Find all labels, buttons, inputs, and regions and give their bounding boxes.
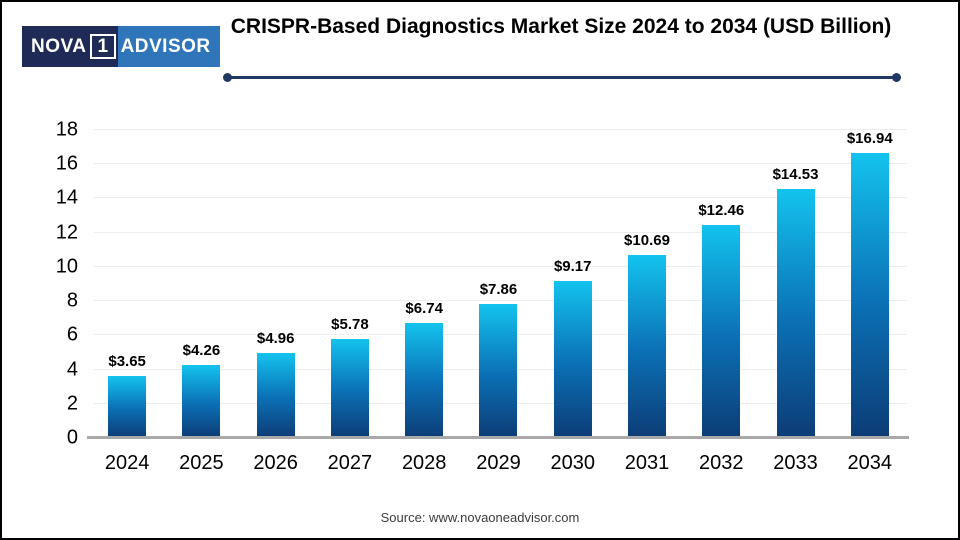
title-divider-line bbox=[223, 73, 901, 82]
bar-group-2024: $3.65 bbox=[90, 130, 164, 438]
logo-one-box: 1 bbox=[90, 34, 116, 59]
bar-group-2026: $4.96 bbox=[239, 130, 313, 438]
bar-2026 bbox=[256, 353, 295, 438]
bar-2032 bbox=[702, 224, 741, 438]
gridline bbox=[94, 265, 907, 267]
y-tick-label: 14 bbox=[55, 186, 78, 209]
bars-row: $3.65 $4.26 $4.96 $5.78 $6.74 $7.86 $9.17 $10.6… bbox=[90, 130, 907, 438]
bar-2027 bbox=[330, 339, 369, 438]
bar-2033 bbox=[776, 189, 815, 438]
bar-value-label: $12.46 bbox=[698, 201, 745, 219]
bar-2030 bbox=[553, 281, 592, 438]
y-tick-label: 16 bbox=[55, 152, 78, 175]
x-tick-label: 2025 bbox=[179, 452, 224, 474]
y-tick-label: 18 bbox=[55, 118, 78, 141]
bar-value-label: $5.78 bbox=[331, 316, 369, 334]
y-tick-label: 10 bbox=[55, 255, 78, 278]
x-tick-label: 2033 bbox=[773, 452, 818, 474]
bar-value-label: $9.17 bbox=[553, 258, 592, 276]
logo-text-nova: NOVA bbox=[31, 36, 87, 57]
bar-group-2025: $4.26 bbox=[164, 130, 238, 438]
bar-group-2033: $14.53 bbox=[758, 130, 832, 438]
y-tick-label: 12 bbox=[55, 221, 78, 244]
x-tick-label: 2024 bbox=[104, 452, 150, 474]
bar-value-label: $4.96 bbox=[256, 330, 295, 348]
bar-group-2034: $16.94 bbox=[833, 130, 907, 438]
logo-segment-advisor: ADVISOR bbox=[117, 26, 220, 67]
bar-value-label: $6.74 bbox=[405, 299, 443, 317]
bar-value-label: $10.69 bbox=[624, 232, 670, 250]
bar-group-2029: $7.86 bbox=[461, 130, 535, 438]
x-tick-label: 2030 bbox=[550, 452, 595, 474]
x-tick-label: 2032 bbox=[699, 452, 744, 474]
y-tick-label: 0 bbox=[66, 426, 78, 449]
y-axis-labels: 0 2 4 6 8 10 12 14 16 18 bbox=[26, 119, 78, 449]
x-tick-label: 2027 bbox=[327, 452, 373, 474]
bar-2028 bbox=[405, 322, 444, 438]
bar-group-2031: $10.69 bbox=[610, 130, 684, 438]
bar-value-label: $14.53 bbox=[772, 166, 819, 184]
bar-group-2030: $9.17 bbox=[536, 130, 610, 438]
logo-segment-nova: NOVA 1 bbox=[22, 26, 118, 67]
x-tick-label: 2028 bbox=[401, 452, 447, 474]
bar-value-label: $16.94 bbox=[846, 130, 893, 147]
bar-2029 bbox=[479, 303, 518, 438]
bar-group-2028: $6.74 bbox=[387, 130, 461, 438]
bar-value-label: $3.65 bbox=[108, 352, 146, 370]
plot-area: $3.65 $4.26 $4.96 $5.78 $6.74 $7.86 $9.17 $10.6… bbox=[87, 129, 909, 439]
bar-group-2032: $12.46 bbox=[684, 130, 758, 438]
logo-text-one: 1 bbox=[97, 36, 109, 57]
bar-2025 bbox=[182, 365, 221, 438]
source-note: Source: www.novaoneadvisor.com bbox=[380, 510, 580, 525]
y-tick-label: 4 bbox=[66, 358, 78, 381]
bar-2024 bbox=[108, 375, 147, 438]
nova-one-advisor-logo: NOVA 1 ADVISOR bbox=[22, 26, 220, 67]
x-tick-label: 2026 bbox=[253, 452, 298, 474]
y-tick-label: 6 bbox=[66, 323, 78, 346]
gridline bbox=[94, 231, 907, 233]
gridline bbox=[94, 300, 907, 302]
x-axis-labels: 2024 2025 2026 2027 2028 2029 2030 2031 2032 2033… bbox=[90, 452, 907, 475]
y-tick-label: 2 bbox=[66, 392, 78, 415]
y-tick-label: 8 bbox=[66, 289, 78, 312]
bar-value-label: $7.86 bbox=[479, 280, 518, 298]
chart-title: CRISPR-Based Diagnostics Market Size 202… bbox=[230, 15, 892, 38]
gridline bbox=[94, 197, 907, 199]
x-tick-label: 2031 bbox=[624, 452, 670, 474]
x-tick-label: 2029 bbox=[476, 452, 521, 474]
bar-group-2027: $5.78 bbox=[313, 130, 387, 438]
x-tick-label: 2034 bbox=[847, 452, 893, 474]
bar-2031 bbox=[627, 255, 666, 438]
bar-value-label: $4.26 bbox=[182, 342, 221, 360]
logo-text-advisor: ADVISOR bbox=[120, 36, 211, 57]
bar-2034 bbox=[850, 153, 889, 438]
gridline bbox=[94, 129, 907, 130]
gridline bbox=[94, 163, 907, 165]
x-axis-baseline bbox=[87, 436, 909, 439]
